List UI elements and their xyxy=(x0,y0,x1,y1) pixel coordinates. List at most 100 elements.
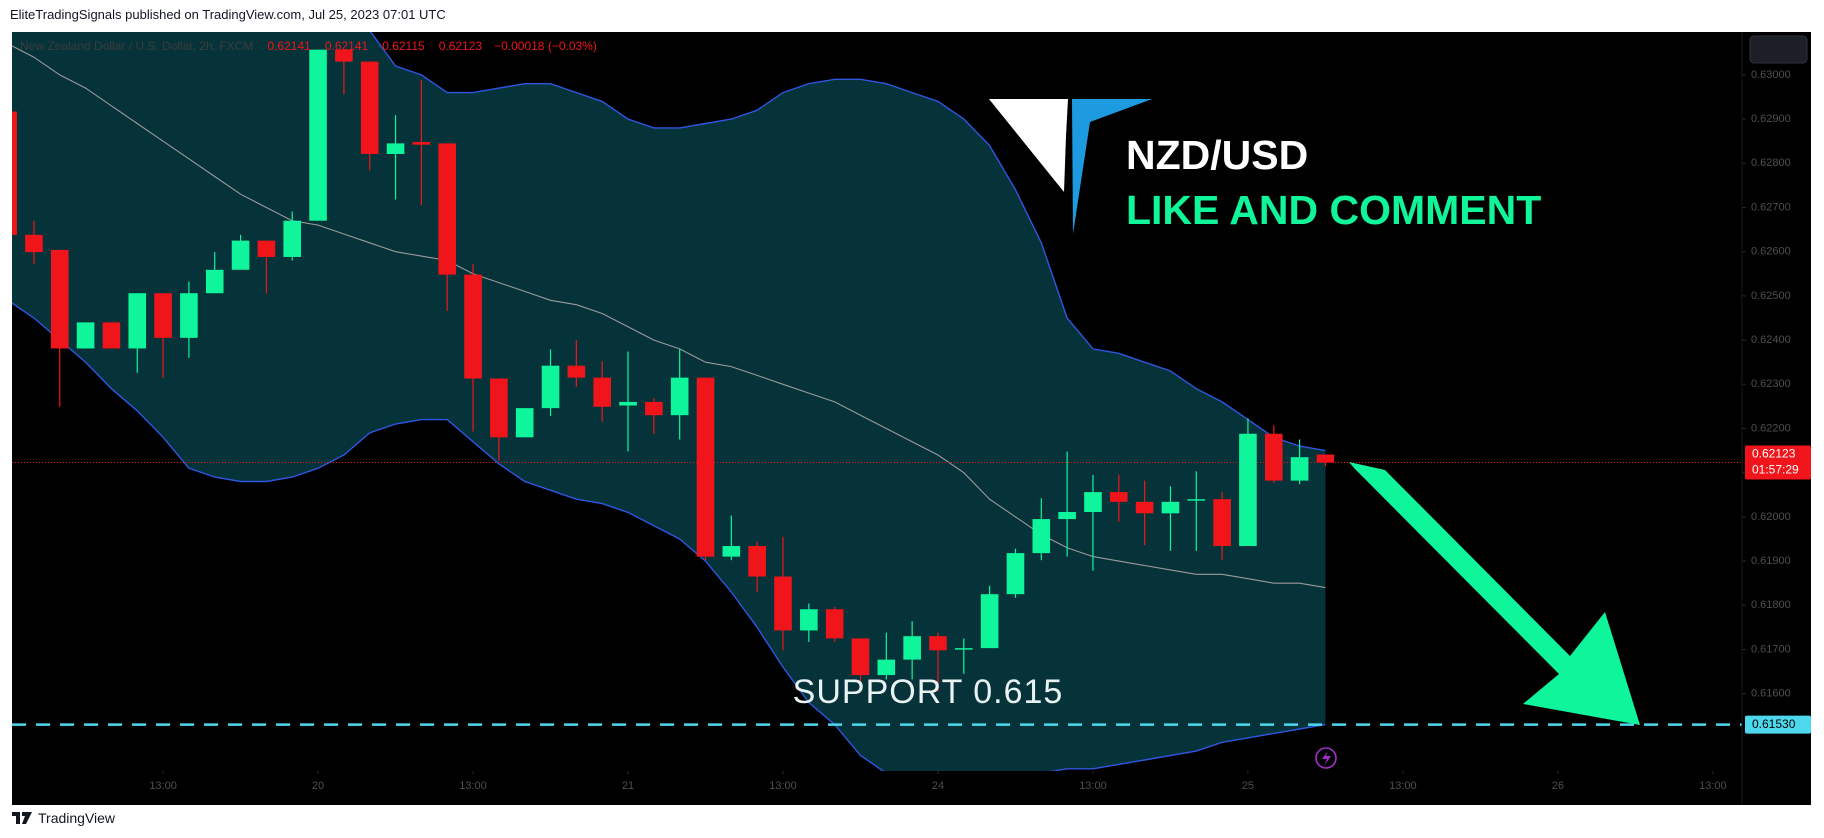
support-badge xyxy=(1745,715,1811,734)
candle-body xyxy=(748,546,766,577)
legend-value: 0.62141 xyxy=(325,39,369,53)
footer-brand: TradingView xyxy=(38,810,116,826)
candle-body xyxy=(645,401,663,416)
logo-white xyxy=(989,99,1068,192)
candle-body xyxy=(1213,499,1231,547)
candle-body xyxy=(1161,501,1180,514)
y-tick-label: 0.62300 xyxy=(1751,378,1791,390)
legend-value: 0.62115 xyxy=(382,39,425,53)
candle-body xyxy=(386,143,405,154)
last-price-badge xyxy=(1745,445,1811,480)
y-tick-label: 0.61900 xyxy=(1751,555,1791,567)
overlay: NZD/USD LIKE AND COMMENT SUPPORT 0.615 xyxy=(793,35,1808,769)
legend-value: New Zealand Dollar / U.S. Dollar, 2h, FX… xyxy=(20,39,253,53)
candle-body xyxy=(1058,511,1076,520)
y-tick-label: 0.61800 xyxy=(1751,599,1791,611)
band-fill xyxy=(12,32,1326,771)
candle-body xyxy=(955,648,973,650)
symbol-legend: New Zealand Dollar / U.S. Dollar, 2h, FX… xyxy=(20,39,597,53)
pair-title: NZD/USD xyxy=(1126,132,1308,178)
candle-body xyxy=(335,49,353,62)
legend-value: 0.62141 xyxy=(267,39,311,53)
x-tick-label: 13:00 xyxy=(149,780,177,792)
y-tick-label: 0.62600 xyxy=(1751,246,1791,258)
candle-body xyxy=(567,365,586,378)
candle-body xyxy=(154,293,172,338)
candle-body xyxy=(851,638,870,676)
x-tick-label: 13:00 xyxy=(1079,780,1107,792)
x-tick-label: 13:00 xyxy=(769,780,797,792)
band-lower xyxy=(12,302,1326,771)
candle-body xyxy=(102,322,121,349)
y-tick-label: 0.62900 xyxy=(1751,113,1791,125)
candle-body xyxy=(180,293,198,338)
y-tick-label: 0.63000 xyxy=(1751,69,1791,81)
candle-body xyxy=(309,49,327,221)
candle-body xyxy=(438,143,457,275)
candle-body xyxy=(76,322,95,349)
candle-body xyxy=(774,576,792,631)
alert-icon[interactable] xyxy=(1315,747,1337,769)
band-middle xyxy=(12,45,1326,589)
x-tick-label: 13:00 xyxy=(1389,780,1417,792)
y-tick-label: 0.62700 xyxy=(1751,201,1791,213)
x-tick-label: 20 xyxy=(312,780,324,792)
y-tick-label: 0.62200 xyxy=(1751,422,1791,434)
candle-body xyxy=(903,636,921,660)
x-tick-label: 26 xyxy=(1552,780,1564,792)
candle-body xyxy=(825,609,844,639)
legend-value: −0.00018 (−0.03%) xyxy=(494,39,597,53)
candle-body xyxy=(25,234,43,253)
candle-body xyxy=(670,377,689,416)
y-tick-label: 0.62000 xyxy=(1751,511,1791,523)
candle-body xyxy=(800,609,818,631)
legend-value: 0.62123 xyxy=(439,39,483,53)
candle-body xyxy=(619,401,637,406)
candle-body xyxy=(1084,492,1102,512)
candle-body xyxy=(1239,433,1257,547)
arrow xyxy=(1349,462,1640,725)
candle-body xyxy=(257,240,276,257)
candle-body xyxy=(50,249,69,349)
candle-body xyxy=(283,220,302,257)
toolbar-button[interactable] xyxy=(1749,35,1808,64)
candle-body xyxy=(1135,501,1154,514)
y-tick-label: 0.61700 xyxy=(1751,643,1791,655)
y-tick-label: 0.62800 xyxy=(1751,157,1791,169)
candle-body xyxy=(1109,492,1128,502)
candle-body xyxy=(929,636,947,651)
candle-body xyxy=(231,240,250,270)
alert-bolt xyxy=(1322,751,1331,766)
candle-body xyxy=(1032,519,1051,554)
logo-blue xyxy=(1072,99,1152,234)
band-upper xyxy=(369,32,1326,452)
candle-body xyxy=(541,365,560,409)
candle-body xyxy=(980,594,999,649)
x-tick-label: 13:00 xyxy=(1699,780,1727,792)
candle-body xyxy=(490,378,508,438)
plot-area xyxy=(12,32,1742,771)
candle-body xyxy=(1006,553,1025,595)
countdown-label: 01:57:29 xyxy=(1752,463,1799,477)
candle-body xyxy=(360,61,379,154)
candle-body xyxy=(12,111,17,235)
y-tick-label: 0.61600 xyxy=(1751,688,1791,700)
x-tick-label: 21 xyxy=(622,780,634,792)
candle-body xyxy=(464,274,482,379)
candle-body xyxy=(696,377,715,557)
x-tick-label: 13:00 xyxy=(459,780,487,792)
candle-body xyxy=(722,546,741,557)
candle-body xyxy=(515,408,534,438)
candle-body xyxy=(128,293,147,349)
candle-body xyxy=(1264,433,1283,481)
candle-body xyxy=(1290,457,1309,481)
y-tick-label: 0.62400 xyxy=(1751,334,1791,346)
support-label: 0.61530 xyxy=(1752,717,1796,731)
candle-body xyxy=(412,142,431,145)
candle-body xyxy=(1316,454,1335,463)
x-tick-label: 25 xyxy=(1242,780,1254,792)
candle-body xyxy=(1187,499,1206,501)
last-price-label: 0.62123 xyxy=(1752,447,1796,461)
